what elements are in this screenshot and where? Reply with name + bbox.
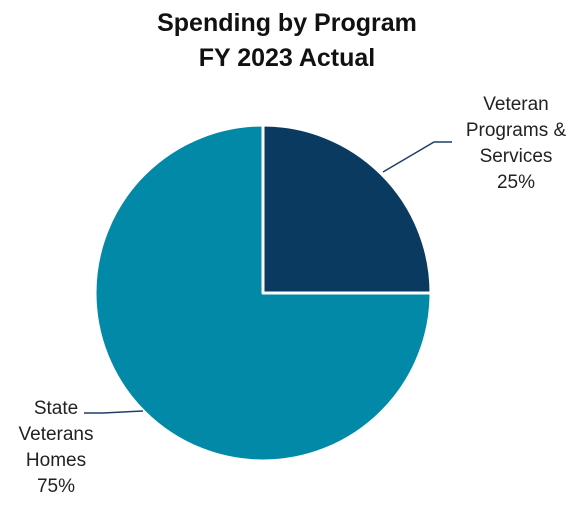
- leader-line-1: [84, 410, 144, 414]
- pie-slice-0: [261, 123, 433, 295]
- slice-label-line: Veterans: [18, 424, 94, 445]
- chart-title-line-1: Spending by Program: [157, 9, 417, 37]
- pie-slice-1: [93, 123, 433, 463]
- slice-label-state-veterans-homes: State Veterans Homes 75%: [4, 396, 108, 500]
- slice-label-line: Services: [479, 146, 553, 167]
- slice-label-veteran-programs: Veteran Programs & Services 25%: [458, 92, 574, 196]
- slice-value-label: 75%: [36, 476, 76, 497]
- chart-title-line-2: FY 2023 Actual: [198, 44, 376, 72]
- chart-title: Spending by Program FY 2023 Actual: [0, 6, 574, 76]
- slice-label-line: Veteran: [483, 94, 549, 115]
- leader-line-0: [382, 141, 452, 173]
- slice-label-line: Programs &: [465, 120, 567, 141]
- slice-label-line: State: [33, 398, 79, 419]
- slice-label-line: Homes: [25, 450, 87, 471]
- slice-value-label: 25%: [496, 172, 536, 193]
